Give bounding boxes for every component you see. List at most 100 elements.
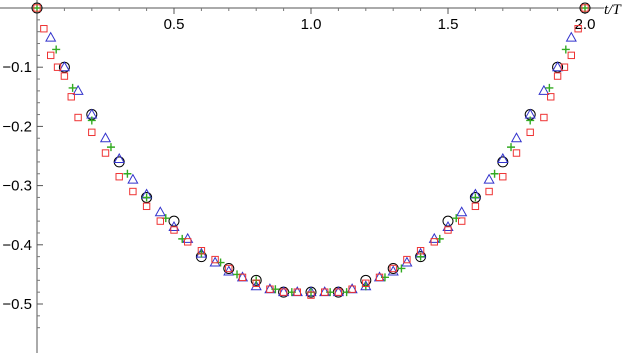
square-point	[115, 173, 123, 181]
square-point	[512, 149, 521, 157]
plus-point	[545, 83, 554, 92]
square-point	[279, 288, 288, 296]
square-point	[40, 25, 48, 33]
triangle-point	[113, 152, 125, 163]
triangle-point	[387, 265, 399, 276]
circle-point	[442, 215, 454, 227]
square-point	[252, 279, 260, 287]
plus-point	[581, 4, 589, 12]
square-point	[485, 187, 493, 196]
plus-point	[490, 169, 499, 178]
triangle-point	[510, 132, 523, 143]
triangle-point	[168, 221, 180, 232]
square-point	[540, 113, 548, 122]
plus-point	[87, 116, 96, 125]
triangle-point	[456, 206, 468, 217]
triangle-point	[401, 256, 413, 267]
square-point	[334, 288, 343, 296]
square-point	[33, 4, 41, 12]
square-point	[547, 93, 555, 101]
square-point	[156, 217, 165, 225]
square-point	[375, 273, 384, 282]
circle-point	[223, 262, 235, 274]
triangle-point	[551, 61, 564, 72]
triangle-point	[428, 232, 440, 243]
square-point	[142, 202, 151, 211]
x-ticks: 0.5 1.0 1.5 2.0	[63, 8, 596, 33]
y-tick-label: −0.1	[2, 59, 32, 76]
axes	[0, 0, 604, 353]
square-point	[499, 173, 507, 181]
plus-point	[526, 116, 535, 125]
square-point	[444, 226, 452, 234]
square-point	[211, 255, 219, 264]
square-point	[47, 51, 55, 60]
square-point	[553, 72, 562, 80]
triangle-point	[497, 152, 509, 163]
triangle-point	[250, 280, 262, 291]
square-point	[416, 247, 425, 255]
square-point	[53, 63, 62, 71]
square-point	[471, 202, 480, 211]
y-tick-label: −0.4	[2, 237, 32, 254]
triangle-point	[127, 173, 139, 184]
triangle-point	[442, 221, 454, 232]
square-point	[60, 72, 69, 80]
plus-point	[52, 45, 61, 54]
plus-point	[471, 193, 480, 202]
square-point	[197, 247, 206, 255]
triangle-point	[58, 61, 71, 72]
x-tick-label: 1.5	[438, 16, 459, 33]
square-point	[88, 128, 96, 137]
circle-point	[168, 215, 180, 227]
x-tick-label: 0.5	[164, 16, 185, 33]
square-point	[74, 113, 82, 122]
triangle-point	[223, 265, 235, 276]
square-point	[101, 149, 110, 157]
plus-point	[123, 169, 132, 178]
plus-point	[68, 83, 77, 92]
square-point	[567, 51, 575, 60]
y-ticks: −0.1 −0.2 −0.3 −0.4 −0.5	[2, 19, 43, 329]
square-point	[389, 264, 397, 273]
square-point	[307, 291, 315, 299]
plus-point	[142, 193, 151, 202]
plus-point	[106, 143, 115, 152]
y-tick-label: −0.2	[2, 118, 32, 135]
plus-point	[507, 143, 516, 152]
circle-point	[250, 274, 262, 286]
square-point	[430, 238, 439, 246]
x-tick-label: 2.0	[575, 16, 596, 33]
square-point	[321, 288, 329, 296]
circle-point	[497, 156, 509, 168]
square-point	[526, 128, 534, 137]
square-point	[403, 255, 411, 264]
triangle-point	[72, 84, 84, 95]
y-tick-label: −0.3	[2, 178, 32, 195]
plus-point	[397, 264, 406, 273]
circle-point	[113, 156, 125, 168]
square-point	[184, 238, 192, 246]
square-point	[238, 273, 247, 282]
square-point	[581, 4, 589, 12]
x-tick-label: 1.0	[301, 16, 322, 33]
triangle-point	[99, 132, 112, 143]
triangle-point	[538, 84, 550, 95]
triangle-point	[209, 256, 221, 267]
square-point	[129, 187, 137, 196]
circle-point	[579, 2, 591, 14]
triangle-point	[45, 31, 57, 42]
square-point	[362, 279, 370, 287]
square-point	[458, 217, 466, 225]
square-point	[574, 25, 582, 33]
square-point	[560, 63, 569, 71]
square-point	[225, 264, 233, 273]
triangle-point	[483, 173, 495, 184]
plus-point	[33, 4, 41, 12]
data-marks	[31, 2, 591, 299]
circle-point	[31, 2, 43, 14]
triangle-point	[182, 232, 194, 243]
square-point	[170, 226, 178, 234]
triangle-point	[565, 31, 577, 42]
